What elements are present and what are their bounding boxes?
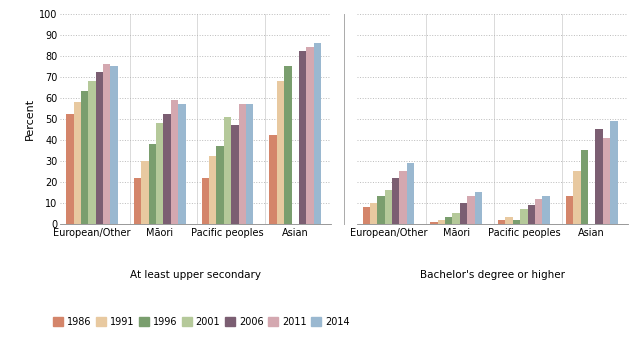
Bar [460,203,467,224]
Bar [88,81,96,224]
Bar [216,146,224,224]
Bar [299,52,306,224]
Bar [603,138,610,224]
Bar [171,100,178,224]
Bar [595,129,603,224]
Bar [521,209,527,224]
Bar [277,81,284,224]
Bar [399,171,407,224]
Bar [377,196,385,224]
Bar [231,125,238,224]
Bar [74,102,81,224]
Bar [475,192,482,224]
Bar [513,220,521,224]
Bar [110,66,118,224]
Bar [246,104,254,224]
Bar [202,178,209,224]
Bar [498,220,505,224]
Bar [505,217,513,224]
Bar [407,163,414,224]
Bar [573,171,581,224]
Legend: 1986, 1991, 1996, 2001, 2006, 2011, 2014: 1986, 1991, 1996, 2001, 2006, 2011, 2014 [49,313,354,331]
Bar [581,150,588,224]
Text: At least upper secondary: At least upper secondary [130,270,261,280]
Bar [437,220,445,224]
Bar [134,178,141,224]
Bar [370,203,377,224]
Bar [224,117,231,224]
Bar [284,66,292,224]
Bar [269,136,277,224]
Bar [156,123,164,224]
Bar [363,207,370,224]
Bar [527,205,535,224]
Bar [238,104,246,224]
Bar [467,196,475,224]
Bar [103,64,110,224]
Bar [314,43,321,224]
Bar [66,115,74,224]
Bar [445,217,453,224]
Bar [178,104,186,224]
Bar [610,121,618,224]
Bar [81,91,88,224]
Text: Bachelor's degree or higher: Bachelor's degree or higher [420,270,565,280]
Bar [385,190,392,224]
Bar [392,178,399,224]
Bar [566,196,573,224]
Bar [306,47,314,224]
Bar [149,144,156,224]
Bar [543,196,550,224]
Y-axis label: Percent: Percent [25,98,35,140]
Bar [453,213,460,224]
Bar [96,73,103,224]
Bar [164,115,171,224]
Bar [209,157,216,224]
Bar [535,199,543,224]
Bar [141,161,149,224]
Bar [430,222,437,224]
